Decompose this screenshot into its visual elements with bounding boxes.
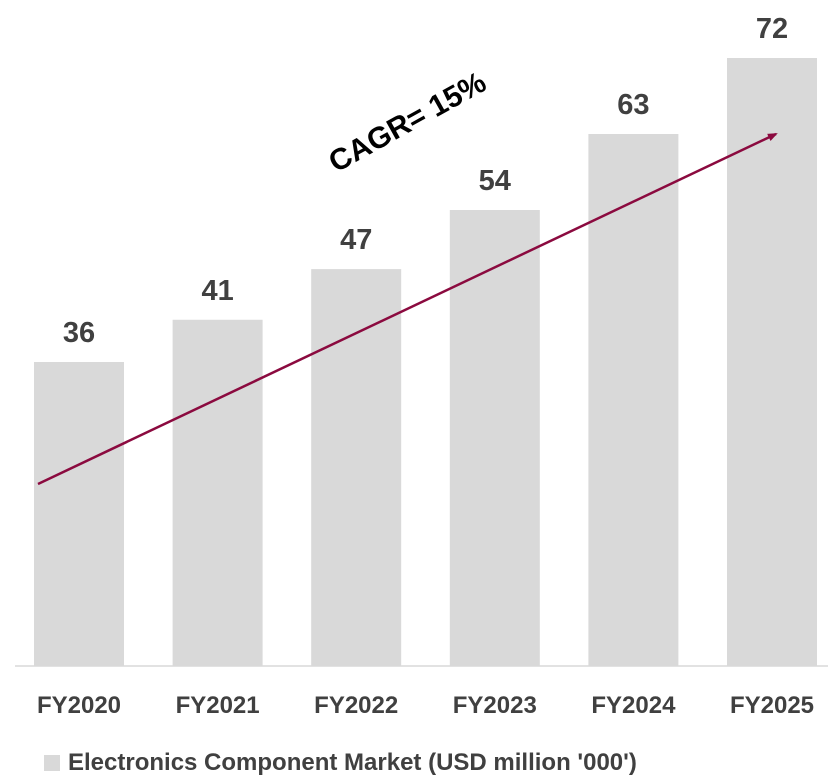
bar-FY2025 bbox=[727, 58, 817, 666]
legend-label: Electronics Component Market (USD millio… bbox=[68, 749, 637, 776]
data-label-FY2024: 63 bbox=[617, 89, 649, 121]
x-axis-tick-labels: FY2020 FY2021 FY2022 FY2023 FY2024 FY2025 bbox=[37, 692, 814, 719]
cagr-trend-arrow bbox=[37, 132, 778, 486]
bar-FY2022 bbox=[311, 269, 402, 666]
x-tick-label-FY2020: FY2020 bbox=[37, 692, 121, 719]
data-label-FY2025: 72 bbox=[756, 13, 788, 45]
bar-FY2024 bbox=[588, 134, 679, 666]
value-labels-group: 36 41 47 54 63 72 bbox=[63, 13, 788, 349]
bar-FY2023 bbox=[449, 210, 540, 666]
x-tick-label-FY2024: FY2024 bbox=[591, 692, 676, 719]
x-tick-label-FY2025: FY2025 bbox=[730, 692, 814, 719]
data-label-FY2021: 41 bbox=[201, 275, 233, 307]
data-label-FY2022: 47 bbox=[340, 224, 372, 256]
bar-FY2020 bbox=[34, 362, 124, 666]
legend-swatch bbox=[44, 755, 60, 771]
bar-FY2021 bbox=[172, 319, 263, 666]
cagr-annotation: CAGR= 15% bbox=[323, 66, 491, 179]
x-tick-label-FY2022: FY2022 bbox=[314, 692, 398, 719]
data-label-FY2020: 36 bbox=[63, 317, 95, 349]
bars-group bbox=[34, 58, 817, 666]
legend: Electronics Component Market (USD millio… bbox=[44, 748, 637, 778]
x-tick-label-FY2023: FY2023 bbox=[453, 692, 537, 719]
x-tick-label-FY2021: FY2021 bbox=[176, 692, 260, 719]
data-label-FY2023: 54 bbox=[479, 165, 511, 197]
